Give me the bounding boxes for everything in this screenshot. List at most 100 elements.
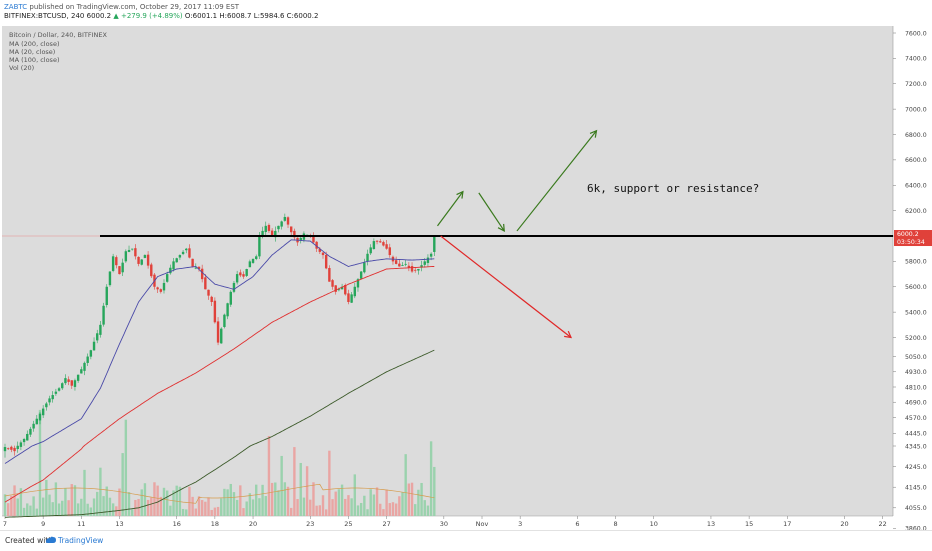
x-tick-label: 11 <box>77 520 85 528</box>
candle-body <box>372 241 376 250</box>
candle-body <box>369 247 372 254</box>
candle-body <box>92 341 96 351</box>
candle-body <box>19 442 23 447</box>
volume-bar <box>165 490 169 516</box>
candle-body <box>410 266 414 272</box>
y-tick-label: 4055.0 <box>905 505 927 512</box>
volume-bar <box>210 509 213 516</box>
candle-body <box>178 255 182 258</box>
symbol-info: BITFINEX:BTCUSD, 240 6000.2 ▲ +279.9 (+4… <box>4 12 318 21</box>
candle-body <box>76 374 80 381</box>
candle-body <box>417 269 420 271</box>
volume-bar <box>108 497 112 516</box>
volume-bar <box>366 509 369 516</box>
x-tick-label: 23 <box>306 520 314 528</box>
candle-body <box>121 262 124 273</box>
candle-body <box>429 253 433 257</box>
volume-bar <box>283 482 287 516</box>
moving-average-line <box>4 266 435 503</box>
volume-bar <box>13 485 16 516</box>
arrow-head <box>497 223 505 232</box>
tradingview-logo-icon <box>46 536 56 543</box>
volume-bar <box>51 502 54 516</box>
candle-body <box>10 446 13 450</box>
publish-info: ZABTC published on TradingView.com, Octo… <box>4 3 239 12</box>
y-tick-label: 5200.0 <box>905 335 927 342</box>
candle-body <box>181 251 185 255</box>
candle-body <box>146 254 150 266</box>
plot-area <box>2 26 893 516</box>
last-price-tag <box>894 230 932 239</box>
candle-body <box>385 244 388 249</box>
candle-body <box>407 265 411 268</box>
projection-arrow <box>436 191 464 227</box>
legend-ma20: MA (20, close) <box>9 48 56 56</box>
y-tick-label: 4245.0 <box>905 464 927 471</box>
volume-bar <box>414 504 417 516</box>
symbol-label: BITFINEX:BTCUSD, 240 <box>4 12 85 20</box>
candle-body <box>172 261 175 270</box>
candle-body <box>156 287 159 290</box>
volume-bar <box>359 502 363 516</box>
volume-bar <box>29 505 32 516</box>
y-tick-label: 4810.0 <box>905 384 927 391</box>
price-chart[interactable]: 3860.0 4055.0 4145.0 4245.0 4345.0 4445.0 4570… <box>0 22 932 530</box>
volume-bar <box>331 499 334 516</box>
volume-bar <box>433 466 436 516</box>
volume-bar <box>344 498 347 516</box>
legend-ma100: MA (100, close) <box>9 56 60 64</box>
candle-body <box>248 261 252 268</box>
y-tick-label: 7200.0 <box>905 81 927 88</box>
candle-body <box>433 236 436 252</box>
volume-bar <box>296 499 299 516</box>
volume-bar <box>96 491 99 516</box>
volume-bar <box>270 482 274 516</box>
volume-bar <box>118 488 121 516</box>
volume-bar <box>64 488 67 516</box>
candle-body <box>191 258 194 267</box>
candle-body <box>239 272 242 276</box>
created-with-text: Created with <box>5 536 53 545</box>
x-tick-label: 10 <box>650 520 658 528</box>
volume-bar <box>3 494 7 516</box>
volume-bar <box>426 505 430 516</box>
x-tick-label: 13 <box>115 520 123 528</box>
publisher-name[interactable]: ZABTC <box>4 3 28 11</box>
tradingview-brand[interactable]: TradingView <box>58 536 104 545</box>
volume-bar <box>261 484 264 516</box>
volume-bar <box>48 494 51 516</box>
volume-bar <box>80 498 83 516</box>
candle-body <box>194 267 197 269</box>
volume-bar <box>143 483 147 516</box>
y-tick-label: 6600.0 <box>905 157 927 164</box>
countdown-tag <box>894 238 932 247</box>
candle-body <box>118 266 121 275</box>
volume-bar <box>124 419 128 516</box>
candle-body <box>340 286 344 290</box>
candle-body <box>363 262 366 273</box>
candle-body <box>188 248 191 258</box>
candle-body <box>13 447 16 452</box>
volume-bar <box>394 503 398 516</box>
candle-body <box>48 398 51 403</box>
candle-body <box>38 413 42 421</box>
x-tick-label: 25 <box>344 520 352 528</box>
candle-body <box>350 294 353 303</box>
candle-body <box>99 324 102 335</box>
x-tick-label: 18 <box>211 520 219 528</box>
volume-bar <box>337 489 341 516</box>
volume-bar <box>54 482 58 516</box>
last-price: 6000.2 <box>86 12 112 20</box>
footer: Created with TradingView <box>0 530 932 551</box>
volume-bar <box>302 497 306 516</box>
volume-bar <box>232 492 236 516</box>
volume-bar <box>102 496 105 516</box>
candle-body <box>16 445 19 450</box>
candle-body <box>420 265 423 268</box>
candle-body <box>165 274 169 282</box>
candle-body <box>96 333 99 341</box>
volume-bar <box>76 503 80 516</box>
x-tick-label: 9 <box>41 520 45 528</box>
candle-body <box>51 395 54 400</box>
volume-bar <box>286 486 290 516</box>
